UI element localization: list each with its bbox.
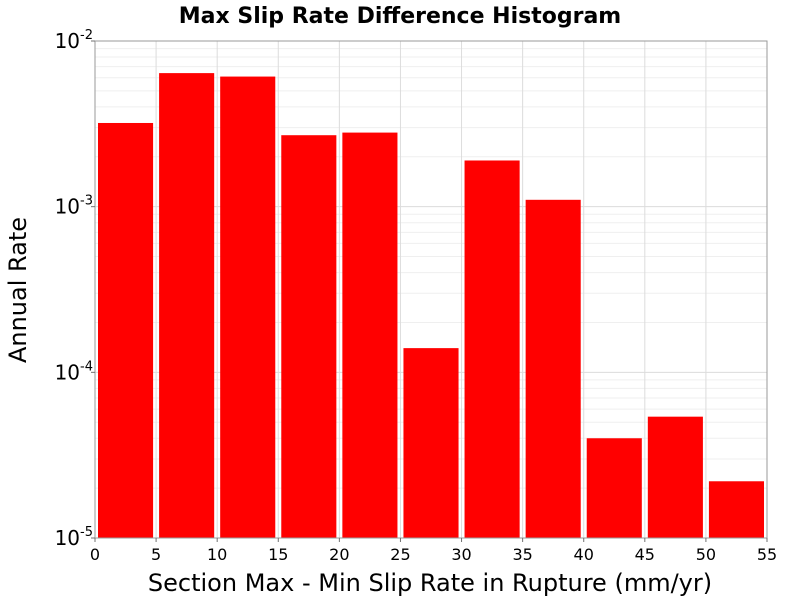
bar-6: [464, 160, 520, 538]
y-axis-label: Annual Rate: [4, 217, 32, 363]
y-tick-label: 10-4: [55, 359, 93, 384]
x-tick-label: 35: [512, 545, 532, 564]
chart-title: Max Slip Rate Difference Histogram: [179, 4, 621, 29]
y-tick-label: 10-2: [55, 28, 93, 53]
x-tick-label: 55: [757, 545, 777, 564]
x-tick-label: 15: [268, 545, 288, 564]
bar-5: [403, 348, 459, 538]
x-tick-label: 25: [390, 545, 410, 564]
x-tick-label: 40: [574, 545, 594, 564]
bar-3: [281, 135, 337, 538]
bar-8: [586, 438, 642, 538]
x-tick-label: 30: [451, 545, 471, 564]
x-tick-label: 5: [151, 545, 161, 564]
bar-7: [525, 199, 581, 539]
y-axis-ticks: 10-2 10-3 10-4 10-5: [55, 28, 95, 550]
plot-frame: [94, 40, 768, 539]
bar-10: [708, 481, 764, 538]
bar-0: [98, 122, 154, 538]
x-tick-label: 10: [207, 545, 227, 564]
x-tick-label: 0: [90, 545, 100, 564]
x-tick-label: 50: [696, 545, 716, 564]
x-axis-ticks: 0 5 10 15 20 25 30 35 40 45 50 55: [90, 538, 777, 564]
bar-4: [342, 132, 398, 539]
bars-group: [98, 73, 764, 539]
x-axis-label: Section Max - Min Slip Rate in Rupture (…: [148, 569, 712, 597]
bar-9: [647, 416, 703, 538]
y-tick-label: 10-3: [55, 194, 93, 219]
y-tick-label: 10-5: [55, 525, 93, 550]
bar-1: [159, 73, 215, 538]
x-tick-label: 20: [329, 545, 349, 564]
bar-2: [220, 76, 276, 538]
x-tick-label: 45: [635, 545, 655, 564]
